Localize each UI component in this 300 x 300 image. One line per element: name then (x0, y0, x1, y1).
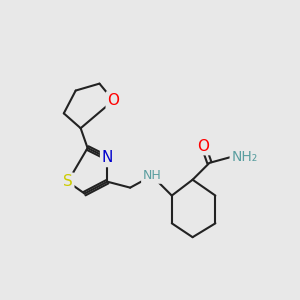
Text: N: N (102, 150, 113, 165)
Text: NH₂: NH₂ (231, 150, 257, 164)
Text: S: S (63, 174, 73, 189)
Text: O: O (197, 139, 209, 154)
Text: O: O (107, 93, 119, 108)
Text: NH: NH (142, 169, 161, 182)
